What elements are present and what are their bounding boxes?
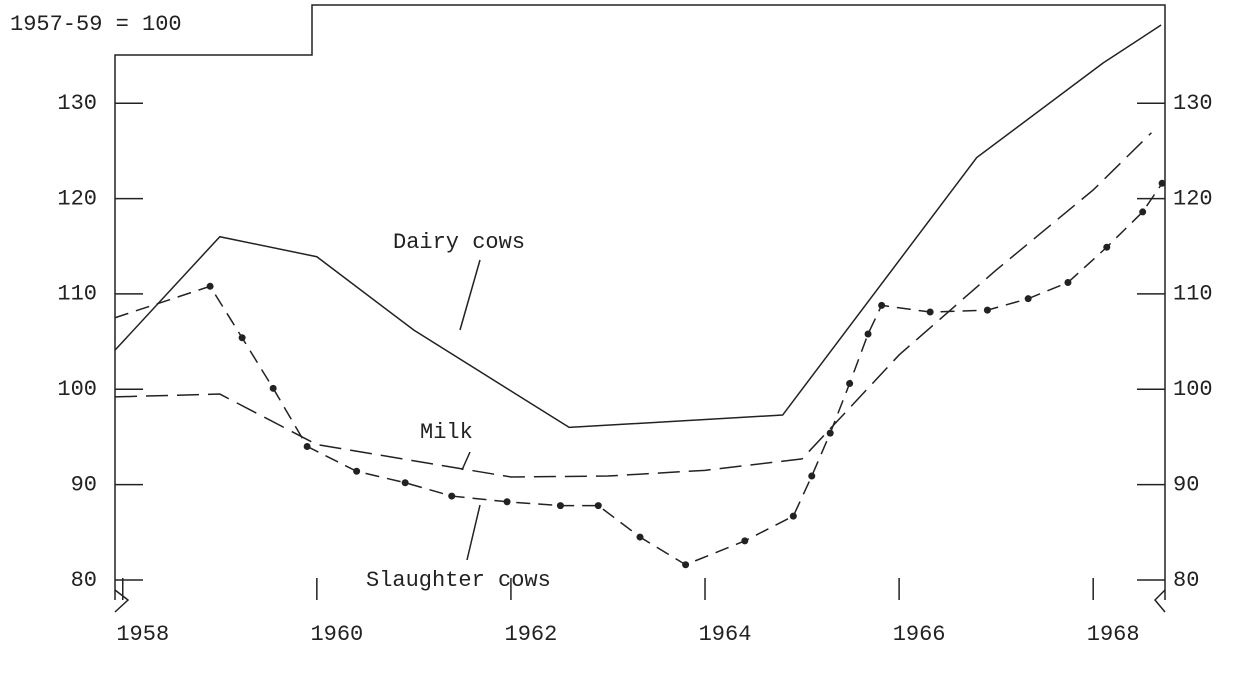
point [741,537,749,545]
point [503,498,511,506]
point [448,492,456,500]
x-tick-label: 1962 [505,622,558,647]
point [846,380,854,388]
y2-tick-label: 120 [1173,186,1213,211]
point [269,384,277,392]
leader-line [466,504,481,561]
point [556,502,564,510]
axis-break [114,589,1166,613]
series-label: Milk [420,420,473,445]
leader-line [459,259,481,331]
y2-tick-label: 90 [1173,472,1199,497]
point [401,479,409,487]
y2-tick-label: 80 [1173,568,1199,593]
y-tick-label: 100 [57,377,97,402]
y2-tick-label: 100 [1173,377,1213,402]
x-tick-label: 1958 [116,622,169,647]
point [878,301,886,309]
series-label: Dairy cows [393,230,525,255]
point [826,429,834,437]
point [789,512,797,520]
x-tick-label: 1966 [893,622,946,647]
leader-line [461,451,471,471]
point [1158,179,1166,187]
point [1139,208,1147,216]
frame [114,4,1166,600]
y-tick-label: 80 [71,568,97,593]
point [303,442,311,450]
point [206,282,214,290]
point [238,334,246,342]
point [682,561,690,569]
point [1024,295,1032,303]
base-label: 1957-59 = 100 [10,12,182,37]
y-tick-label: 120 [57,186,97,211]
point [864,330,872,338]
x-tick-label: 1968 [1087,622,1140,647]
point [1064,278,1072,286]
series-line [114,132,1152,478]
y2-tick-label: 130 [1173,91,1213,116]
point [594,502,602,510]
series-line [114,182,1163,566]
point [636,533,644,541]
series-line [114,24,1162,429]
point [1103,243,1111,251]
y-tick-label: 130 [57,91,97,116]
series-label: Slaughter cows [366,568,551,593]
y-tick-label: 90 [71,472,97,497]
point [353,467,361,475]
x-tick-label: 1960 [310,622,363,647]
point [808,472,816,480]
point [983,306,991,314]
y2-tick-label: 110 [1173,282,1213,307]
point [926,308,934,316]
x-tick-label: 1964 [699,622,752,647]
y-tick-label: 110 [57,282,97,307]
